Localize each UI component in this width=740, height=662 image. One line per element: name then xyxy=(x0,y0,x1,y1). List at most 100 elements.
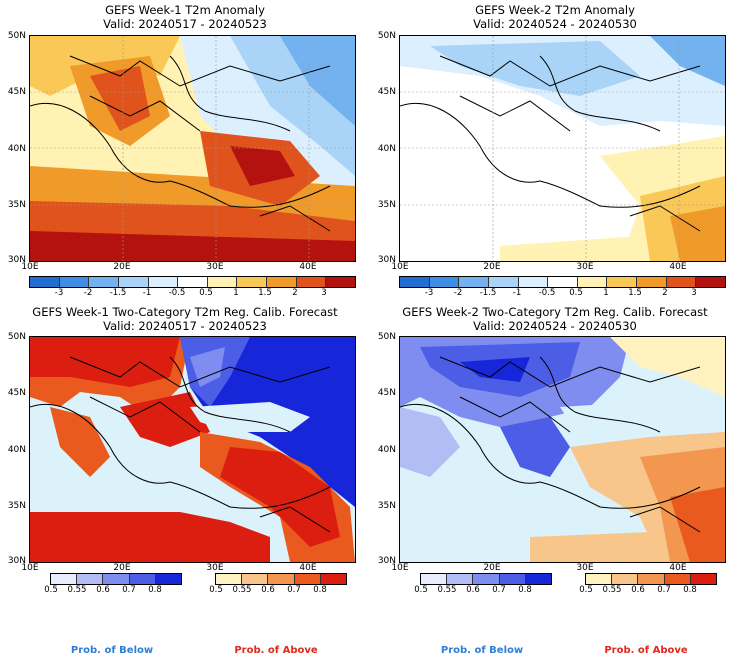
colorbar-label: 2 xyxy=(662,288,668,298)
colorbar-label: -3 xyxy=(54,288,64,298)
map-graphic xyxy=(30,36,355,261)
panel-title: GEFS Week-1 T2m Anomaly xyxy=(105,3,265,17)
prob-below-label: Prob. of Below xyxy=(70,645,154,656)
probability-map xyxy=(399,336,726,563)
colorbar-label: 0.5 xyxy=(579,585,593,595)
colorbar-label: -1.5 xyxy=(479,288,497,298)
anomaly-colorbar xyxy=(29,276,356,288)
colorbar-label: -0.5 xyxy=(168,288,186,298)
colorbar-label: 0.5 xyxy=(199,288,213,298)
above-colorbar xyxy=(215,573,347,585)
colorbar-label: -1 xyxy=(142,288,152,298)
map-graphic xyxy=(400,36,725,261)
lon-label: 30E xyxy=(206,563,224,573)
map-graphic xyxy=(30,337,355,562)
colorbar-label: 0.5 xyxy=(569,288,583,298)
panel-week1-probability: GEFS Week-1 Two-Category T2m Reg. Calib.… xyxy=(0,302,370,612)
colorbar-label: 1.5 xyxy=(628,288,642,298)
lat-label: 45N xyxy=(7,87,26,97)
lat-label: 35N xyxy=(7,501,26,511)
colorbar-label: 1 xyxy=(603,288,609,298)
below-colorbar xyxy=(50,573,182,585)
lat-label: 40N xyxy=(7,144,26,154)
colorbar-label: 0.7 xyxy=(657,585,671,595)
colorbar-label: 0.8 xyxy=(683,585,697,595)
panel-valid-dates: Valid: 20240517 - 20240523 xyxy=(103,17,267,31)
panel-valid-dates: Valid: 20240517 - 20240523 xyxy=(103,319,267,333)
colorbar-label: 0.5 xyxy=(44,585,58,595)
panel-title: GEFS Week-2 Two-Category T2m Reg. Calib.… xyxy=(402,305,708,319)
lon-label: 30E xyxy=(206,262,224,272)
lon-label: 40E xyxy=(299,563,317,573)
colorbar-label: 0.6 xyxy=(631,585,645,595)
lat-label: 35N xyxy=(377,200,396,210)
lon-label: 20E xyxy=(483,262,501,272)
colorbar-label: 0.5 xyxy=(414,585,428,595)
map-graphic xyxy=(400,337,725,562)
colorbar-label: 0.7 xyxy=(492,585,506,595)
colorbar-label: -1.5 xyxy=(109,288,127,298)
colorbar-label: 0.8 xyxy=(313,585,327,595)
lat-label: 50N xyxy=(7,332,26,342)
lat-label: 50N xyxy=(377,31,396,41)
colorbar-label: 0.6 xyxy=(261,585,275,595)
colorbar-label: -0.5 xyxy=(538,288,556,298)
lon-label: 30E xyxy=(576,262,594,272)
colorbar-label: 3 xyxy=(321,288,327,298)
anomaly-map xyxy=(399,35,726,262)
colorbar-label: 2 xyxy=(292,288,298,298)
colorbar-label: 1.5 xyxy=(258,288,272,298)
lon-label: 10E xyxy=(21,563,39,573)
lat-label: 50N xyxy=(7,31,26,41)
below-colorbar xyxy=(420,573,552,585)
panel-title: GEFS Week-1 Two-Category T2m Reg. Calib.… xyxy=(32,305,338,319)
prob-above-label: Prob. of Above xyxy=(604,645,688,656)
panel-title: GEFS Week-2 T2m Anomaly xyxy=(475,3,635,17)
above-colorbar xyxy=(585,573,717,585)
anomaly-colorbar xyxy=(399,276,726,288)
lat-label: 40N xyxy=(377,445,396,455)
prob-above-label: Prob. of Above xyxy=(234,645,318,656)
lon-label: 30E xyxy=(576,563,594,573)
panel-valid-dates: Valid: 20240524 - 20240530 xyxy=(473,319,637,333)
lat-label: 30N xyxy=(377,556,396,566)
colorbar-label: -3 xyxy=(424,288,434,298)
colorbar-label: 0.6 xyxy=(96,585,110,595)
lon-label: 20E xyxy=(113,262,131,272)
lon-label: 40E xyxy=(669,262,687,272)
colorbar-label: 0.7 xyxy=(287,585,301,595)
colorbar-label: -2 xyxy=(453,288,463,298)
panel-week2-probability: GEFS Week-2 Two-Category T2m Reg. Calib.… xyxy=(370,302,740,612)
lat-label: 30N xyxy=(377,255,396,265)
prob-below-label: Prob. of Below xyxy=(440,645,524,656)
lat-label: 30N xyxy=(7,255,26,265)
panel-week2-anomaly: GEFS Week-2 T2m Anomaly Valid: 20240524 … xyxy=(370,0,740,310)
lat-label: 30N xyxy=(7,556,26,566)
lon-label: 20E xyxy=(113,563,131,573)
colorbar-label: 0.55 xyxy=(232,585,252,595)
colorbar-label: 3 xyxy=(691,288,697,298)
colorbar-label: -2 xyxy=(83,288,93,298)
lat-label: 45N xyxy=(377,388,396,398)
lat-label: 35N xyxy=(377,501,396,511)
colorbar-label: 1 xyxy=(233,288,239,298)
colorbar-label: 0.7 xyxy=(122,585,136,595)
lon-label: 40E xyxy=(669,563,687,573)
lon-label: 10E xyxy=(391,262,409,272)
lat-label: 40N xyxy=(377,144,396,154)
panel-valid-dates: Valid: 20240524 - 20240530 xyxy=(473,17,637,31)
anomaly-map xyxy=(29,35,356,262)
lon-label: 10E xyxy=(21,262,39,272)
lat-label: 35N xyxy=(7,200,26,210)
lat-label: 45N xyxy=(7,388,26,398)
colorbar-label: 0.5 xyxy=(209,585,223,595)
lat-label: 45N xyxy=(377,87,396,97)
lon-label: 40E xyxy=(299,262,317,272)
lat-label: 50N xyxy=(377,332,396,342)
colorbar-label: -1 xyxy=(512,288,522,298)
colorbar-label: 0.6 xyxy=(466,585,480,595)
colorbar-label: 0.8 xyxy=(148,585,162,595)
probability-map xyxy=(29,336,356,563)
panel-week1-anomaly: GEFS Week-1 T2m Anomaly Valid: 20240517 … xyxy=(0,0,370,310)
colorbar-label: 0.8 xyxy=(518,585,532,595)
